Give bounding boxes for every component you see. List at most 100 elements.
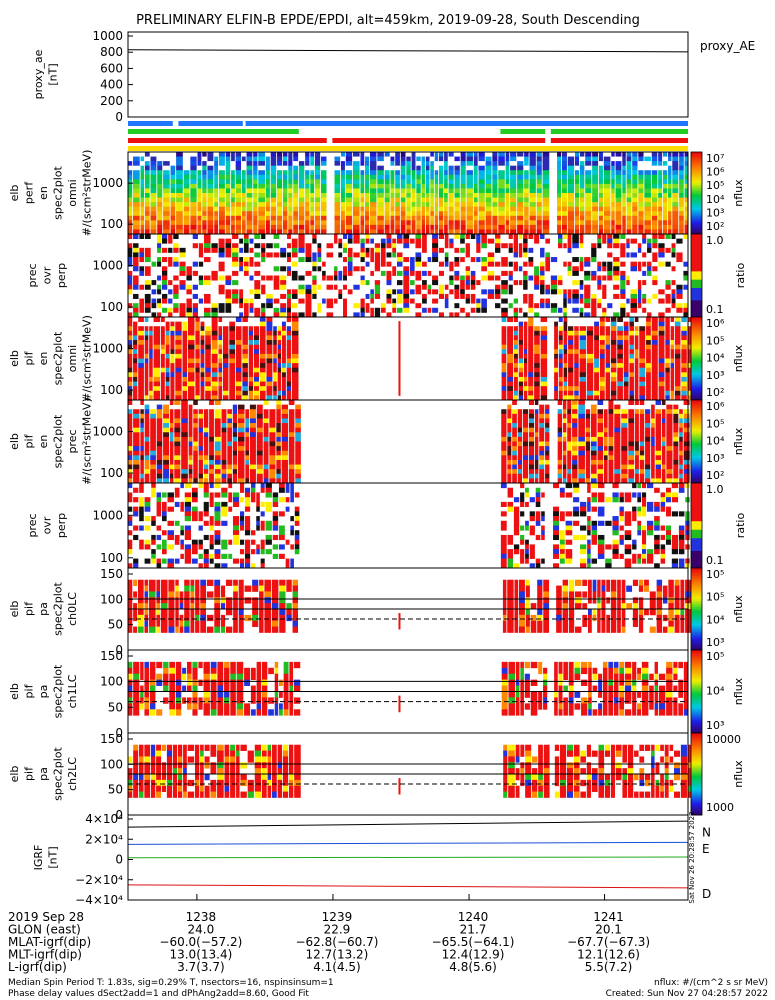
- heat-cell: [170, 170, 176, 176]
- heat-cell: [454, 215, 460, 221]
- heat-cell: [670, 390, 674, 396]
- heat-cell: [254, 261, 261, 267]
- heat-cell: [259, 321, 266, 327]
- heat-cell: [263, 446, 269, 452]
- heat-cell: [291, 312, 298, 318]
- heat-cell: [466, 215, 473, 221]
- heat-cell: [567, 229, 575, 235]
- heat-cell: [634, 340, 639, 346]
- heat-cell: [392, 252, 397, 258]
- heat-cell: [160, 330, 165, 336]
- heat-cell: [608, 446, 614, 452]
- heat-cell: [256, 432, 263, 438]
- heat-cell: [263, 413, 269, 419]
- heat-cell: [168, 298, 173, 304]
- heat-cell: [369, 165, 377, 171]
- heat-cell: [365, 193, 370, 198]
- heat-cell: [585, 423, 591, 429]
- heat-cell: [140, 469, 144, 475]
- heat-cell: [522, 464, 529, 470]
- heat-cell: [273, 376, 277, 382]
- heat-cell: [623, 390, 629, 396]
- heat-cell: [181, 455, 188, 461]
- heat-cell: [188, 418, 193, 424]
- heat-cell: [651, 464, 655, 470]
- heat-cell: [190, 224, 197, 230]
- heat-cell: [622, 206, 626, 212]
- heat-cell: [321, 152, 327, 157]
- prec-ovr-perp-1-cbar-band: [691, 256, 702, 260]
- heat-cell: [572, 446, 578, 452]
- heat-cell: [156, 423, 163, 429]
- heat-cell: [128, 289, 133, 295]
- heat-cell: [557, 174, 562, 180]
- heat-cell: [507, 432, 512, 438]
- heat-cell: [138, 372, 144, 378]
- heat-cell: [585, 197, 592, 203]
- heat-cell: [235, 390, 242, 396]
- heat-cell: [611, 152, 615, 157]
- heat-cell: [235, 179, 242, 185]
- heat-cell: [561, 170, 567, 176]
- heat-cell: [523, 238, 528, 244]
- heat-cell: [651, 358, 658, 364]
- heat-cell: [444, 152, 448, 157]
- heat-cell: [182, 363, 188, 369]
- heat-cell: [265, 193, 270, 198]
- elb-perf-en-omni-cbar-band: [691, 219, 702, 223]
- heat-cell: [611, 215, 615, 221]
- heat-cell: [235, 188, 242, 194]
- heat-cell: [128, 229, 133, 235]
- heat-cell: [144, 215, 150, 221]
- heat-cell: [513, 358, 518, 364]
- heat-cell: [629, 335, 634, 341]
- heat-cell: [613, 270, 620, 276]
- heat-cell: [684, 170, 689, 176]
- heat-cell: [144, 317, 149, 323]
- heat-cell: [508, 243, 513, 249]
- heat-cell: [370, 307, 374, 313]
- heat-cell: [592, 220, 599, 226]
- heat-cell: [214, 174, 219, 180]
- heat-cell: [518, 326, 524, 332]
- elb-perf-en-omni-cbar-band: [691, 197, 702, 200]
- heat-cell: [679, 432, 683, 438]
- heat-cell: [295, 404, 301, 410]
- heat-cell: [209, 478, 214, 484]
- heat-cell: [557, 211, 562, 217]
- heat-cell: [517, 183, 524, 189]
- heat-cell: [632, 161, 638, 167]
- heat-cell: [473, 179, 478, 185]
- prec-ovr-perp-1-cbar-band: [691, 252, 702, 256]
- heat-cell: [183, 220, 190, 226]
- heat-cell: [149, 349, 153, 355]
- heat-cell: [507, 390, 513, 396]
- heat-cell: [138, 376, 144, 382]
- heat-cell: [478, 170, 485, 176]
- heat-cell: [599, 335, 605, 341]
- heat-cell: [513, 363, 518, 369]
- heat-cell: [485, 229, 492, 235]
- heat-cell: [231, 179, 235, 185]
- heat-cell: [266, 303, 273, 309]
- elb-pif-en-prec-ylabel-5: #/(scm²strMeV): [81, 398, 94, 485]
- heat-cell: [157, 152, 163, 157]
- heat-cell: [513, 247, 518, 253]
- heat-cell: [321, 229, 327, 235]
- heat-cell: [434, 188, 439, 194]
- heat-cell: [599, 317, 605, 323]
- heat-cell: [501, 284, 508, 290]
- heat-cell: [632, 224, 638, 230]
- heat-cell: [370, 247, 374, 253]
- heat-cell: [674, 353, 681, 359]
- heat-cell: [200, 390, 205, 396]
- heat-cell: [175, 344, 182, 350]
- heat-cell: [277, 197, 283, 203]
- heat-cell: [540, 234, 545, 240]
- heat-cell: [545, 404, 550, 410]
- heat-cell: [150, 206, 157, 212]
- elb-pif-en-prec-cbar-band: [691, 414, 702, 418]
- heat-cell: [607, 270, 613, 276]
- heat-cell: [597, 455, 604, 461]
- heat-cell: [655, 469, 662, 475]
